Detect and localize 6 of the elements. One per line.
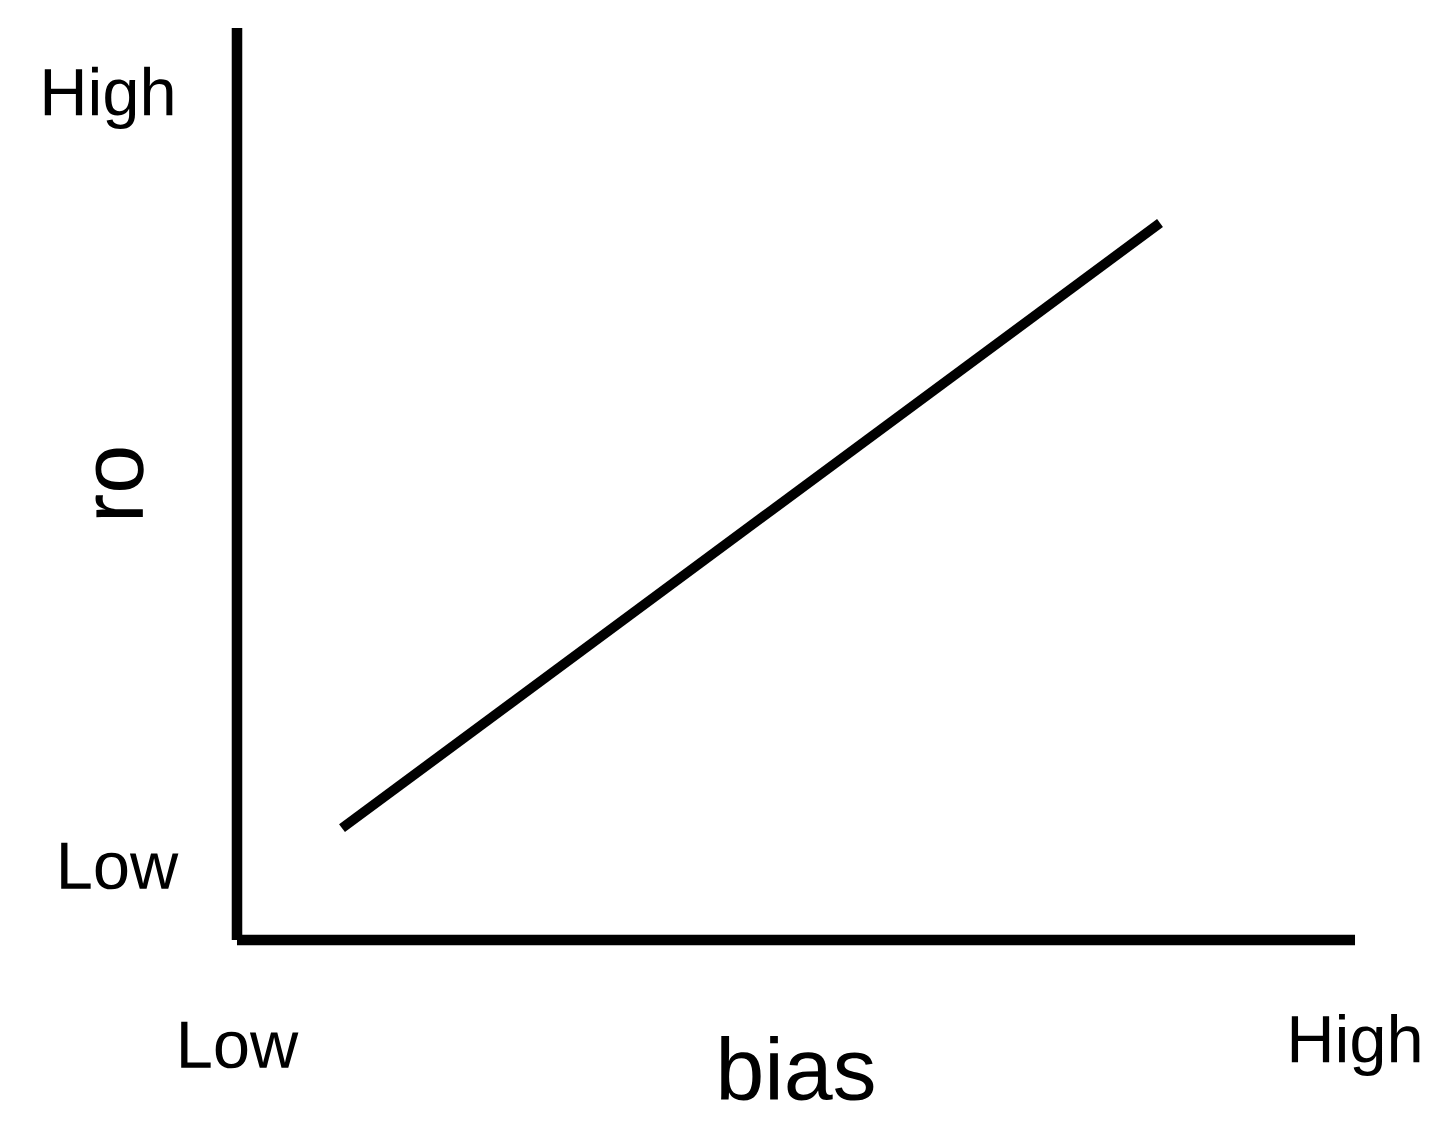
- text: Low: [61, 842, 179, 890]
- x-axis-title: bias: [721, 1035, 874, 1101]
- y-axis-title: ro: [95, 448, 144, 518]
- text: Low: [181, 1021, 299, 1069]
- text: High: [1291, 1013, 1420, 1077]
- text: High: [44, 66, 173, 130]
